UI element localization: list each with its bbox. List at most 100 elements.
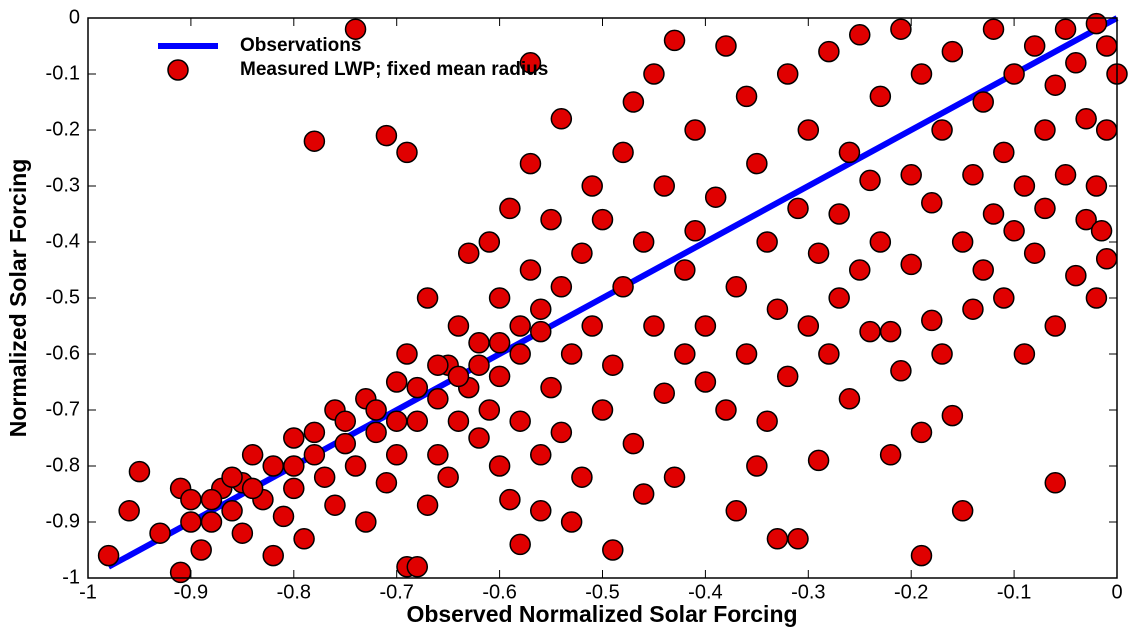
scatter-point [1085, 12, 1108, 35]
scatter-point [602, 539, 624, 561]
y-tick-label: -0.6 [46, 342, 80, 364]
scatter-point [1075, 108, 1097, 130]
scatter-point [385, 371, 408, 393]
scatter-point [694, 371, 717, 393]
scatter-point [869, 85, 892, 108]
scatter-point [509, 410, 531, 432]
scatter-point [869, 231, 892, 253]
scatter-point [344, 18, 367, 40]
scatter-point [1054, 18, 1077, 40]
legend-swatch [167, 59, 189, 81]
scatter-point [221, 466, 243, 488]
scatter-point [982, 18, 1005, 40]
y-tick-label: -0.2 [46, 118, 80, 140]
scatter-point [519, 52, 542, 74]
scatter-point [365, 399, 387, 421]
scatter-point [622, 91, 645, 113]
scatter-point [951, 500, 974, 522]
scatter-point [550, 421, 573, 444]
scatter-point [581, 315, 603, 337]
scatter-point [571, 242, 593, 264]
scatter-point [385, 410, 408, 432]
scatter-point [221, 500, 243, 522]
scatter-point [169, 561, 192, 584]
scatter-point [653, 382, 675, 404]
scatter-point [416, 287, 439, 309]
x-tick-label: -0.2 [894, 581, 928, 603]
scatter-point [1003, 63, 1025, 85]
scatter-point [756, 231, 778, 253]
scatter-point [807, 242, 830, 264]
scatter-point [457, 242, 480, 264]
x-tick-label: -1 [79, 581, 97, 603]
x-tick-label: -0.4 [688, 581, 722, 603]
scatter-point [262, 544, 284, 567]
scatter-point [951, 231, 974, 253]
scatter-point [643, 315, 665, 337]
y-tick-label: -0.3 [46, 174, 80, 196]
scatter-point [499, 197, 521, 220]
scatter-point [396, 343, 418, 365]
scatter-point [519, 259, 542, 281]
scatter-point [941, 40, 964, 63]
scatter-point [530, 500, 552, 522]
scatter-point [241, 477, 264, 500]
scatter-point [591, 208, 614, 231]
scatter-point [365, 421, 387, 444]
scatter-point [1075, 208, 1097, 231]
x-tick-label: 0 [1111, 581, 1122, 603]
scatter-point [900, 253, 922, 276]
scatter-point [427, 388, 449, 410]
scatter-point [1034, 119, 1056, 141]
y-tick-label: 0 [69, 6, 80, 28]
scatter-point [427, 444, 449, 466]
scatter-point [776, 63, 799, 85]
y-tick-label: -0.1 [46, 62, 80, 84]
scatter-point [550, 276, 573, 298]
scatter-point [118, 500, 140, 522]
scatter-point [1085, 175, 1108, 197]
scatter-point [746, 152, 768, 175]
scatter-point [1013, 175, 1036, 197]
scatter-point [385, 444, 408, 466]
scatter-point [941, 404, 964, 427]
scatter-point [756, 410, 778, 432]
x-tick-label: -0.6 [482, 581, 516, 603]
x-tick-label: -0.5 [585, 581, 619, 603]
scatter-point [499, 488, 521, 511]
scatter-point [190, 539, 212, 561]
scatter-point [972, 91, 994, 113]
x-tick-label: -0.9 [174, 581, 208, 603]
scatter-point [1054, 164, 1077, 186]
scatter-point [396, 141, 418, 164]
scatter-point [447, 315, 470, 337]
scatter-point [97, 544, 120, 567]
scatter-point [530, 444, 552, 466]
y-tick-label: -0.7 [46, 398, 80, 420]
legend-label: Measured LWP; fixed mean radius [240, 59, 548, 80]
scatter-point [262, 455, 284, 477]
scatter-point [1065, 264, 1087, 287]
x-tick-label: -0.7 [379, 581, 413, 603]
scatter-point [787, 528, 809, 550]
scatter-point [550, 108, 573, 130]
scatter-point [530, 320, 552, 343]
scatter-point [180, 488, 202, 511]
scatter-point [283, 427, 305, 449]
scatter-point [530, 298, 552, 320]
y-tick-label: -0.8 [46, 454, 80, 476]
x-tick-label: -0.3 [791, 581, 825, 603]
scatter-point [674, 259, 696, 281]
scatter-point [1095, 248, 1118, 270]
y-tick-label: -0.5 [46, 286, 80, 308]
scatter-point [540, 376, 562, 399]
scatter-point [478, 399, 501, 421]
scatter-point [200, 511, 223, 533]
scatter-point [859, 169, 881, 192]
scatter-point [632, 231, 655, 253]
scatter-point [663, 29, 686, 52]
scatter-point [663, 466, 686, 488]
scatter-point [879, 444, 902, 466]
scatter-point [921, 309, 943, 332]
scatter-point [488, 332, 511, 354]
